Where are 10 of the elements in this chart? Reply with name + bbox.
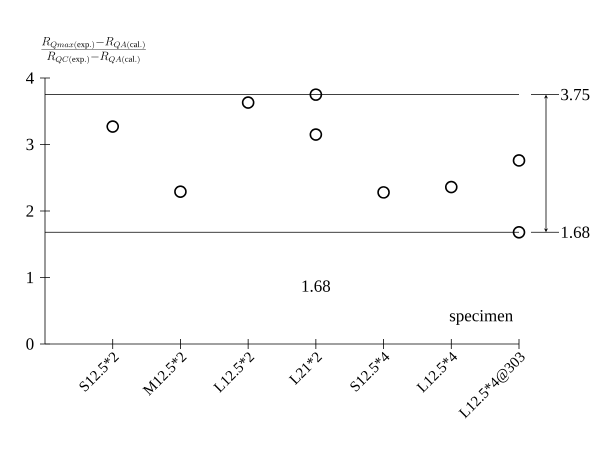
ref-line-label: 3.75 [561, 88, 590, 100]
y-axis-title: $\frac{R_{Qmax(\mathrm{exp.})}-R_{QA(\mathrm{cal.})}}{R_{QC(\mathrm{exp.})}-R_{QA(\mathrm{cal.})}}$ [41, 37, 146, 64]
y-tick-label: 1 [27, 272, 34, 284]
y-tick-label: 0 [26, 338, 34, 350]
y-tick-label: 4 [26, 72, 34, 84]
ref-line-label: 1.68 [562, 226, 590, 238]
y-tick-label: 3 [26, 138, 34, 150]
y-tick-label: 2 [26, 205, 34, 217]
annotation: 1.68 [302, 280, 330, 292]
x-axis-title: specimen [450, 310, 513, 325]
